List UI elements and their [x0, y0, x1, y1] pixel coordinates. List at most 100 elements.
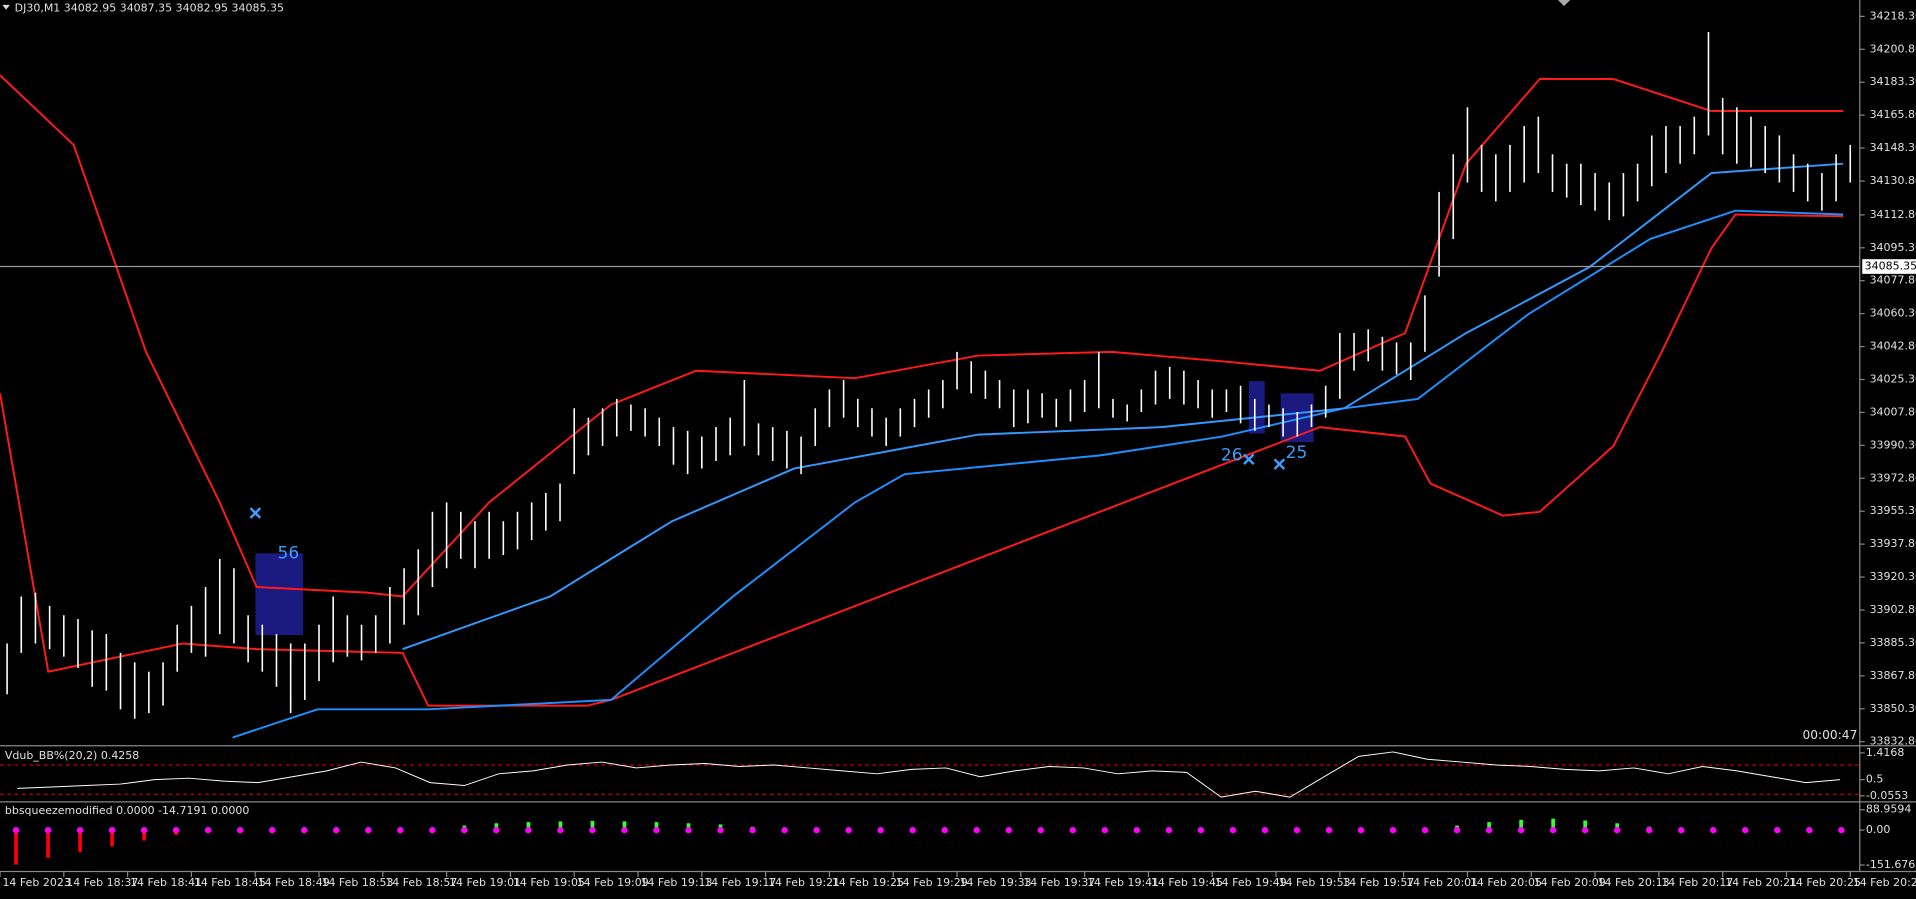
- annotation: 26: [1221, 446, 1243, 466]
- histogram-bar: [590, 820, 595, 831]
- squeeze-dot: [1549, 826, 1557, 834]
- squeeze-dot: [749, 826, 756, 834]
- squeeze-dot: [621, 826, 628, 834]
- x-tick-label: 14 Feb 2023: [2, 876, 70, 889]
- histogram-bar: [494, 823, 499, 831]
- squeeze-dot: [172, 826, 180, 834]
- x-tick-label: 14 Feb 18:49: [258, 876, 330, 889]
- squeeze-dot: [76, 826, 84, 834]
- histogram-bar: [1583, 820, 1587, 831]
- y-tick-label: 34165.80: [1870, 108, 1916, 121]
- squeeze-dot: [1421, 826, 1429, 834]
- x-tick-label: 14 Feb 20:13: [1597, 876, 1669, 889]
- x-tick-label: 14 Feb 20:29: [1853, 876, 1916, 889]
- squeeze-dot: [1806, 826, 1813, 834]
- histogram-bar: [622, 821, 627, 831]
- x-tick-label: 14 Feb 20:21: [1725, 876, 1797, 889]
- squeeze-dot: [333, 826, 340, 834]
- x-tick-label: 14 Feb 18:41: [130, 876, 202, 889]
- band-line: [0, 74, 1844, 598]
- squeeze-dot: [973, 826, 980, 834]
- x-tick-label: 14 Feb 18:37: [66, 876, 138, 889]
- band-line: [0, 213, 1844, 707]
- squeeze-dot: [461, 826, 468, 834]
- x-tick-label: 14 Feb 19:33: [959, 876, 1031, 889]
- squeeze-dot: [1005, 826, 1012, 834]
- x-tick-label: 14 Feb 20:01: [1406, 876, 1478, 889]
- x-tick-label: 14 Feb 18:57: [385, 876, 457, 889]
- squeeze-dot: [204, 826, 212, 834]
- squeeze-dot: [1325, 826, 1333, 834]
- squeeze-dot: [1261, 826, 1269, 834]
- band-line: [232, 209, 1844, 739]
- squeeze-dot: [845, 826, 852, 834]
- y-tick-label: 33832.80: [1870, 735, 1916, 748]
- squeeze-dot: [1133, 826, 1141, 834]
- squeeze-dot: [909, 826, 916, 834]
- y-tick-label: 34025.30: [1870, 373, 1916, 386]
- histogram-bar: [1519, 819, 1523, 831]
- y-tick-label: 34060.30: [1870, 307, 1916, 320]
- squeeze-dot: [1357, 826, 1365, 834]
- squeeze-dot: [1710, 826, 1717, 834]
- band-line: [402, 162, 1844, 651]
- y-tick-label: 33885.30: [1870, 636, 1916, 649]
- histogram-bar: [1551, 818, 1555, 831]
- box: [1248, 381, 1265, 434]
- x-tick-label: 14 Feb 19:57: [1342, 876, 1414, 889]
- histogram-bar: [14, 830, 18, 865]
- histogram-bar: [654, 822, 659, 831]
- x-tick-label: 14 Feb 20:25: [1789, 876, 1861, 889]
- squeeze-dot: [589, 826, 596, 834]
- squeeze-dot: [1389, 826, 1397, 834]
- y-tick-label: 33867.80: [1870, 669, 1916, 682]
- histogram-bar: [46, 830, 50, 858]
- x-tick-label: 14 Feb 19:49: [1215, 876, 1287, 889]
- y-tick-label: 34077.80: [1870, 274, 1916, 287]
- box: [255, 553, 304, 636]
- y-tick-label: 34112.80: [1870, 208, 1916, 221]
- indicator-line: [17, 751, 1841, 798]
- y-tick-label: 88.9594: [1866, 803, 1911, 816]
- squeeze-dot: [12, 826, 20, 834]
- y-tick-label: 34148.30: [1870, 141, 1916, 154]
- squeeze-dot: [140, 826, 148, 834]
- x-tick-label: 14 Feb 18:45: [194, 876, 266, 889]
- squeeze-dot: [493, 826, 500, 834]
- squeeze-dot: [877, 826, 884, 834]
- histogram-bar: [558, 821, 563, 831]
- squeeze-dot: [1581, 826, 1589, 834]
- y-tick-label: 1.4168: [1866, 746, 1904, 759]
- x-tick-label: 14 Feb 19:37: [1023, 876, 1095, 889]
- y-tick-label: 34183.30: [1870, 75, 1916, 88]
- y-tick-label: 33937.80: [1870, 537, 1916, 550]
- last-price-box: [1862, 259, 1916, 274]
- squeeze-dot: [781, 826, 788, 834]
- squeeze-dot: [557, 826, 564, 834]
- x-tick-label: 14 Feb 19:09: [577, 876, 649, 889]
- squeeze-dot: [1453, 826, 1461, 834]
- y-tick-label: 0.00: [1866, 823, 1890, 836]
- x-tick-label: 14 Feb 19:45: [1151, 876, 1223, 889]
- x-tick-label: 14 Feb 20:05: [1470, 876, 1542, 889]
- squeeze-dot: [1742, 826, 1749, 834]
- x-tick-label: 14 Feb 19:17: [704, 876, 776, 889]
- squeeze-dot: [236, 826, 244, 834]
- x-tick-label: 14 Feb 19:05: [513, 876, 585, 889]
- x-tick-label: 14 Feb 19:53: [1278, 876, 1350, 889]
- squeeze-dot: [525, 826, 532, 834]
- y-tick-label: -151.6767: [1866, 858, 1916, 871]
- last-price-label: 34085.35: [1865, 260, 1916, 273]
- squeeze-dot: [1293, 826, 1301, 834]
- indicator-title: Vdub_BB%(20,2) 0.4258: [5, 749, 139, 762]
- histogram-bar: [110, 830, 114, 847]
- x-tick-label: 14 Feb 18:53: [321, 876, 393, 889]
- squeeze-dot: [1838, 826, 1845, 834]
- y-tick-label: 33990.30: [1870, 438, 1916, 451]
- y-tick-label: 34095.30: [1870, 241, 1916, 254]
- y-tick-label: 33850.30: [1870, 702, 1916, 715]
- shift-marker: [1557, 0, 1571, 7]
